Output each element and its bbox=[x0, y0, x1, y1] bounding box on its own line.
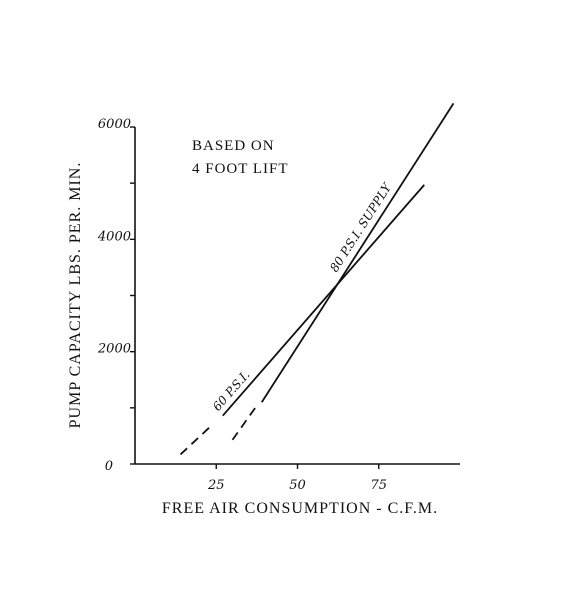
plot-area: 0 2000 4000 6000 25 50 75 bbox=[97, 102, 460, 493]
y-tick-label: 2000 bbox=[97, 342, 131, 357]
series-label-80-psi-supply: 80 P.S.I. SUPPLY bbox=[327, 180, 395, 274]
y-axis-title: PUMP CAPACITY LBS. PER. MIN. bbox=[67, 162, 84, 429]
annotation-line-1: BASED ON bbox=[192, 138, 275, 154]
x-tick-label: 75 bbox=[370, 478, 387, 493]
series-1-solid-line bbox=[260, 102, 455, 403]
x-tick-label: 50 bbox=[289, 478, 306, 493]
x-axis-title: FREE AIR CONSUMPTION - C.F.M. bbox=[162, 500, 438, 517]
series-0-solid-line bbox=[222, 184, 425, 417]
x-tick-label: 25 bbox=[207, 478, 225, 493]
axis-ticks: 0 2000 4000 6000 25 50 75 bbox=[97, 117, 387, 493]
series-0-dashed-extension bbox=[179, 423, 214, 456]
annotation-line-2: 4 FOOT LIFT bbox=[192, 161, 289, 177]
y-tick-label: 6000 bbox=[98, 117, 131, 132]
series-layer bbox=[179, 102, 455, 456]
y-tick-label: 4000 bbox=[97, 229, 131, 244]
y-tick-label: 0 bbox=[105, 459, 113, 474]
series-1-dashed-extension bbox=[231, 407, 256, 441]
